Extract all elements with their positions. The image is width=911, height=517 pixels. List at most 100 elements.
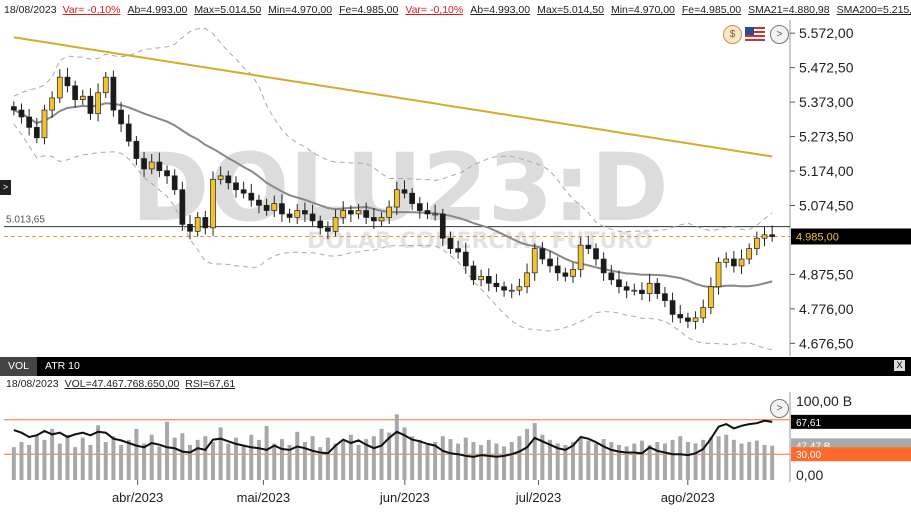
y-tick-label: 5.373,00 [799, 94, 854, 110]
expand-panel-button[interactable]: > [0, 180, 11, 195]
volume-bar [486, 439, 491, 480]
candle [662, 293, 668, 301]
header-value: Var= -0,10% [62, 4, 121, 16]
candle [49, 97, 55, 111]
indicator-chart[interactable]: 100,00 B 67,61 47,47 B30,00 0,00 abr/2023 mai… [0, 392, 911, 517]
volume-bar [379, 428, 384, 480]
candle [141, 158, 147, 170]
candle [118, 109, 124, 125]
candle [646, 282, 653, 294]
chart-header: 18/08/2023 Var= -0,10% Ab=4.993,00 Max=5.0… [0, 0, 911, 20]
candle [631, 289, 638, 292]
volume-bar [34, 436, 39, 480]
candle [424, 210, 431, 215]
candle [577, 244, 584, 270]
close-icon[interactable]: X [894, 360, 905, 371]
candle [455, 248, 461, 253]
candle [133, 140, 140, 159]
y-tick-label: 5.472,50 [799, 60, 854, 76]
volume-bar [540, 434, 545, 480]
x-tick-label: jun/2023 [379, 490, 430, 505]
indicator-rsi-value: RSI=67,61 [185, 378, 236, 390]
candle [562, 272, 569, 277]
volume-bar [256, 439, 261, 480]
candle [302, 210, 308, 215]
volume-bar [593, 443, 598, 480]
candle [746, 248, 753, 260]
candle [593, 248, 599, 260]
candle [355, 210, 362, 215]
chevron-right-icon[interactable]: > [770, 399, 789, 418]
volume-bar [50, 428, 55, 480]
volume-bar [134, 428, 139, 480]
candle [478, 275, 484, 281]
candle [639, 289, 645, 294]
candle [708, 286, 714, 308]
candle [33, 127, 40, 139]
candle [95, 92, 101, 114]
volume-bar [387, 432, 392, 480]
candle [623, 286, 630, 291]
indicator-date: 18/08/2023 [6, 378, 59, 390]
volume-bar [272, 443, 277, 480]
candle [654, 282, 661, 294]
volume-bar [241, 446, 246, 480]
volume-bar [402, 427, 407, 480]
candle [363, 210, 370, 218]
tab-atr[interactable]: ATR 10 [45, 360, 80, 372]
candle [692, 317, 699, 322]
candle [485, 275, 492, 284]
candle [164, 170, 170, 177]
candle [294, 210, 301, 218]
candle [279, 203, 285, 215]
volume-bar [463, 437, 468, 480]
volume-bar [318, 447, 323, 480]
candle [179, 189, 186, 225]
volume-bar [410, 436, 415, 480]
candle [501, 286, 507, 291]
volume-bar [264, 425, 269, 480]
y-tick-label: 5.273,50 [799, 129, 854, 145]
candle [10, 106, 17, 111]
header-value: Min=4.970,00 [610, 4, 675, 16]
volume-bar [310, 436, 315, 480]
volume-bar [517, 436, 522, 480]
header-value: Min=4.970,00 [268, 4, 333, 16]
volume-bar [19, 442, 24, 480]
volume-bar [578, 437, 583, 480]
header-date: 18/08/2023 [4, 4, 57, 16]
volume-bar [119, 444, 124, 480]
volume-bar [555, 443, 560, 480]
candle [187, 224, 193, 232]
candle [64, 76, 71, 87]
volume-bar [341, 440, 346, 480]
candle [79, 95, 86, 101]
volume-bar [142, 443, 147, 480]
candle [332, 217, 339, 232]
volume-bar [188, 444, 193, 480]
tab-vol[interactable]: VOL [0, 357, 38, 376]
candle [56, 76, 63, 99]
candle [110, 76, 117, 111]
us-flag-icon[interactable] [745, 27, 765, 41]
chevron-right-icon[interactable]: > [770, 25, 789, 44]
header-value: Ab=4.993,00 [470, 4, 531, 16]
y-tick-label: 5.572,00 [799, 25, 854, 41]
candle [202, 217, 209, 229]
volume-bar [647, 444, 652, 480]
volume-bar [348, 434, 353, 480]
volume-bar [195, 439, 200, 480]
volume-bar [226, 443, 231, 480]
candle [738, 258, 745, 267]
indicator-header: 18/08/2023 VOL=47.467.768.650,00 RSI=67,… [0, 378, 235, 392]
volume-bar [762, 444, 767, 480]
candle [309, 213, 316, 222]
indicator-y-label: 47,47 B [796, 441, 831, 452]
candle [340, 210, 347, 218]
volume-bar [754, 440, 759, 480]
volume-bar [88, 444, 93, 480]
volume-bar [747, 442, 752, 480]
currency-icon[interactable]: $ [723, 25, 742, 44]
reference-label: 5.013,65 [6, 215, 45, 226]
